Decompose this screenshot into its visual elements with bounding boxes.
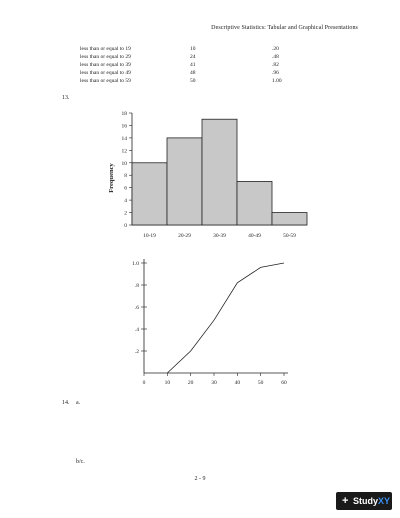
row-frequency: 10 — [190, 46, 196, 52]
question-14bc-label: b/c. — [76, 459, 85, 465]
histogram-x-tick-label: 50-59 — [283, 233, 296, 239]
histogram-x-tick-label: 40-49 — [248, 233, 261, 239]
table-row: less than or equal to 29 24 .48 — [0, 54, 400, 62]
ogive-x-tick-label: 0 — [143, 380, 146, 386]
table-row: less than or equal to 39 41 .82 — [0, 62, 400, 70]
row-relative: .48 — [272, 54, 279, 60]
histogram-y-tick-label: 12 — [122, 148, 128, 154]
histogram-bar — [236, 181, 273, 226]
studyxy-badge[interactable]: + StudyXY — [336, 492, 392, 510]
ogive-x-tick-label: 10 — [165, 380, 171, 386]
histogram-y-tick-label: 18 — [122, 111, 128, 117]
histogram-bar — [131, 162, 168, 226]
question-14a-label: a. — [76, 400, 81, 406]
ogive-axes — [143, 259, 288, 374]
histogram-x-labels: 10-19 20-29 30-39 40-49 50-59 — [143, 233, 296, 239]
histogram-x-tick-label: 30-39 — [213, 233, 226, 239]
histogram-y-tick-label: 16 — [122, 123, 128, 129]
row-label: less than or equal to 29 — [80, 54, 131, 60]
table-row: less than or equal to 49 48 .96 — [0, 70, 400, 78]
histogram-y-tick-label: 10 — [122, 161, 128, 167]
histogram-chart: 0 2 4 6 8 10 12 14 16 18 10-19 20-29 30-39 40-49 50-5… — [108, 111, 308, 239]
ogive-y-tick-label: .2 — [135, 349, 139, 355]
ogive-ticks: 0 10 20 30 40 50 60 .2 .4 .6 .8 1.0 — [132, 261, 287, 386]
row-relative: .82 — [272, 62, 279, 68]
ogive-x-tick-label: 30 — [211, 380, 217, 386]
ogive-x-tick-label: 60 — [281, 380, 287, 386]
histogram-bar — [166, 137, 203, 226]
table-row: less than or equal to 19 10 .20 — [0, 46, 400, 54]
histogram-x-tick-label: 10-19 — [143, 233, 156, 239]
histogram-y-axis-label: Frequency — [108, 163, 115, 193]
row-frequency: 41 — [190, 62, 196, 68]
badge-brand: StudyXY — [353, 496, 391, 506]
row-frequency: 50 — [190, 78, 196, 84]
histogram-bars — [131, 118, 308, 226]
histogram-y-tick-label: 2 — [124, 211, 127, 217]
row-label: less than or equal to 39 — [80, 62, 131, 68]
histogram-y-tick-label: 0 — [124, 223, 127, 229]
row-relative: 1.00 — [272, 78, 282, 84]
row-frequency: 24 — [190, 54, 196, 60]
ogive-chart: 0 10 20 30 40 50 60 .2 .4 .6 .8 1.0 — [132, 259, 288, 386]
ogive-y-tick-label: .6 — [135, 305, 139, 311]
ogive-y-tick-label: 1.0 — [132, 261, 139, 267]
plus-icon: + — [342, 495, 349, 507]
row-label: less than or equal to 19 — [80, 46, 131, 52]
histogram-bar — [271, 212, 308, 226]
ogive-y-tick-label: .8 — [135, 283, 139, 289]
ogive-y-tick-label: .4 — [135, 327, 139, 333]
histogram-y-tick-label: 4 — [124, 198, 127, 204]
row-frequency: 48 — [190, 70, 196, 76]
histogram-y-tick-label: 14 — [122, 136, 128, 142]
question-13-number: 13. — [62, 95, 70, 101]
row-label: less than or equal to 59 — [80, 78, 131, 84]
ogive-x-tick-label: 20 — [188, 380, 194, 386]
row-label: less than or equal to 49 — [80, 70, 131, 76]
histogram-bar — [201, 118, 238, 226]
ogive-line — [167, 262, 285, 374]
histogram-x-tick-label: 20-29 — [178, 233, 191, 239]
page-number: 2 - 9 — [194, 476, 206, 482]
table-row: less than or equal to 59 50 1.00 — [0, 78, 400, 86]
histogram-y-tick-label: 8 — [124, 173, 127, 179]
ogive-x-tick-label: 50 — [258, 380, 264, 386]
row-relative: .96 — [272, 70, 279, 76]
ogive-x-tick-label: 40 — [235, 380, 241, 386]
page-header: Descriptive Statistics: Tabular and Grap… — [211, 25, 358, 31]
histogram-y-tick-label: 6 — [124, 186, 127, 192]
question-14-number: 14. — [62, 400, 70, 406]
row-relative: .20 — [272, 46, 279, 52]
